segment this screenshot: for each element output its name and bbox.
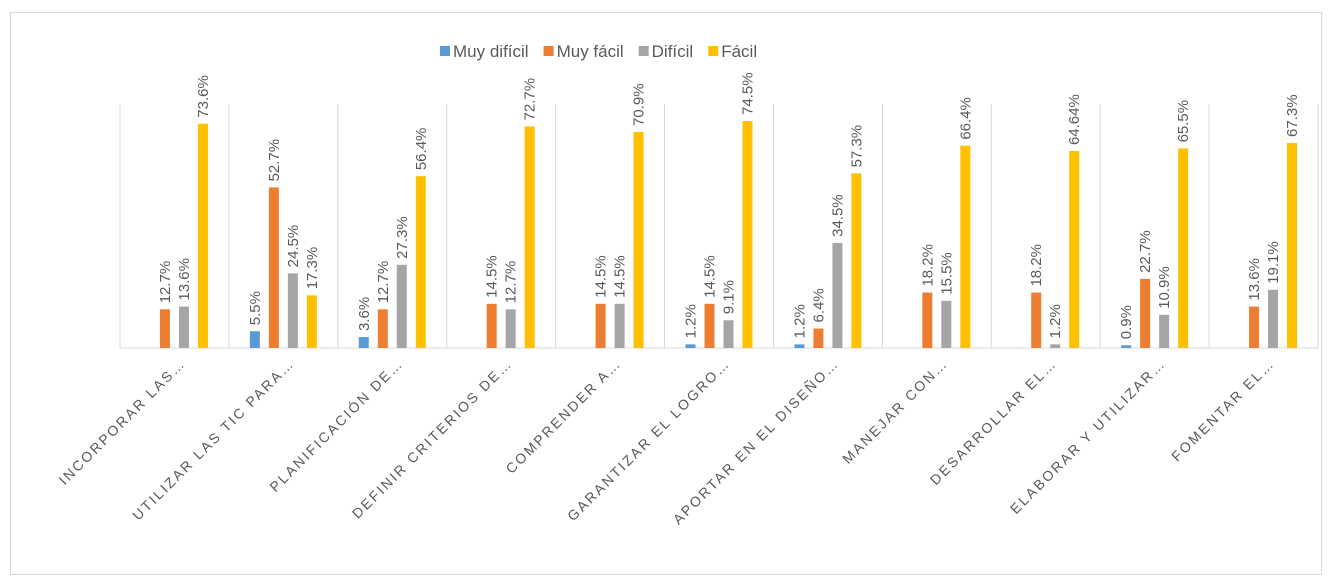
data-label: 66.4%: [957, 97, 974, 140]
bar: [1121, 345, 1132, 348]
data-label: 67.3%: [1284, 94, 1301, 137]
data-label: 14.5%: [484, 255, 501, 298]
bar: [614, 303, 625, 348]
data-label: 10.9%: [1156, 266, 1173, 309]
legend-swatch: [708, 46, 719, 56]
bar: [505, 309, 516, 348]
bar: [249, 331, 260, 348]
bar: [1268, 289, 1279, 348]
bar: [377, 309, 388, 348]
data-label: 1.2%: [791, 304, 808, 338]
data-label: 18.2%: [1028, 244, 1045, 287]
bar: [1178, 148, 1189, 348]
bar: [960, 145, 971, 348]
bar: [704, 303, 715, 348]
bar: [595, 303, 606, 348]
data-label: 56.4%: [413, 128, 430, 171]
bar: [794, 344, 805, 348]
data-label: 1.2%: [683, 304, 700, 338]
bar: [358, 337, 369, 348]
data-label: 9.1%: [721, 280, 738, 314]
legend-swatch: [543, 46, 554, 56]
bar: [486, 303, 497, 348]
data-label: 65.5%: [1175, 100, 1192, 143]
data-label: 27.3%: [394, 216, 411, 259]
data-label: 19.1%: [1265, 241, 1282, 284]
data-label: 14.5%: [612, 255, 629, 298]
data-label: 24.5%: [285, 225, 302, 268]
bar: [1140, 278, 1151, 348]
bar: [1069, 151, 1080, 348]
bar: [178, 306, 189, 348]
bar: [268, 187, 279, 348]
data-label: 1.2%: [1047, 304, 1064, 338]
data-label: 13.6%: [176, 258, 193, 301]
data-label: 13.6%: [1246, 258, 1263, 301]
data-label: 73.6%: [195, 75, 212, 118]
data-label: 18.2%: [919, 244, 936, 287]
bar: [1287, 142, 1298, 348]
data-label: 12.7%: [503, 261, 520, 304]
legend-label: Fácil: [721, 42, 757, 61]
data-label: 74.5%: [740, 72, 757, 115]
data-label: 12.7%: [157, 261, 174, 304]
bar: [685, 344, 696, 348]
bar: [197, 123, 208, 348]
bar: [1050, 344, 1061, 348]
data-label: 5.5%: [247, 291, 264, 325]
legend-label: Muy difícil: [453, 42, 529, 61]
data-label: 57.3%: [848, 125, 865, 168]
data-label: 0.9%: [1118, 305, 1135, 339]
legend-label: Difícil: [652, 42, 694, 61]
data-label: 17.3%: [304, 247, 321, 290]
data-label: 3.6%: [356, 297, 373, 331]
bar: [813, 328, 824, 348]
legend-label: Muy fácil: [557, 42, 624, 61]
bar: [396, 264, 407, 348]
data-label: 15.5%: [938, 252, 955, 295]
data-label: 14.5%: [702, 255, 719, 298]
bar: [941, 300, 952, 348]
data-label: 6.4%: [810, 288, 827, 322]
bar: [832, 242, 843, 348]
data-label: 64.64%: [1066, 94, 1083, 145]
data-label: 12.7%: [375, 261, 392, 304]
bar: [1249, 306, 1260, 348]
data-label: 22.7%: [1137, 230, 1154, 273]
bar: [415, 176, 426, 348]
bar: [306, 295, 317, 348]
bar: [723, 320, 734, 348]
data-label: 52.7%: [266, 139, 283, 182]
bar: [1031, 292, 1042, 348]
legend-swatch: [440, 46, 450, 56]
bar: [159, 309, 170, 348]
data-label: 34.5%: [829, 194, 846, 237]
bar: [922, 292, 933, 348]
bar: [851, 173, 862, 348]
data-label: 14.5%: [593, 255, 610, 298]
bar: [1159, 314, 1170, 348]
data-label: 72.7%: [522, 78, 539, 121]
bar: [287, 273, 298, 348]
data-label: 70.9%: [631, 83, 648, 126]
legend-swatch: [638, 46, 649, 56]
bar: [524, 126, 535, 349]
bar: [742, 121, 753, 348]
bar: [633, 131, 644, 348]
